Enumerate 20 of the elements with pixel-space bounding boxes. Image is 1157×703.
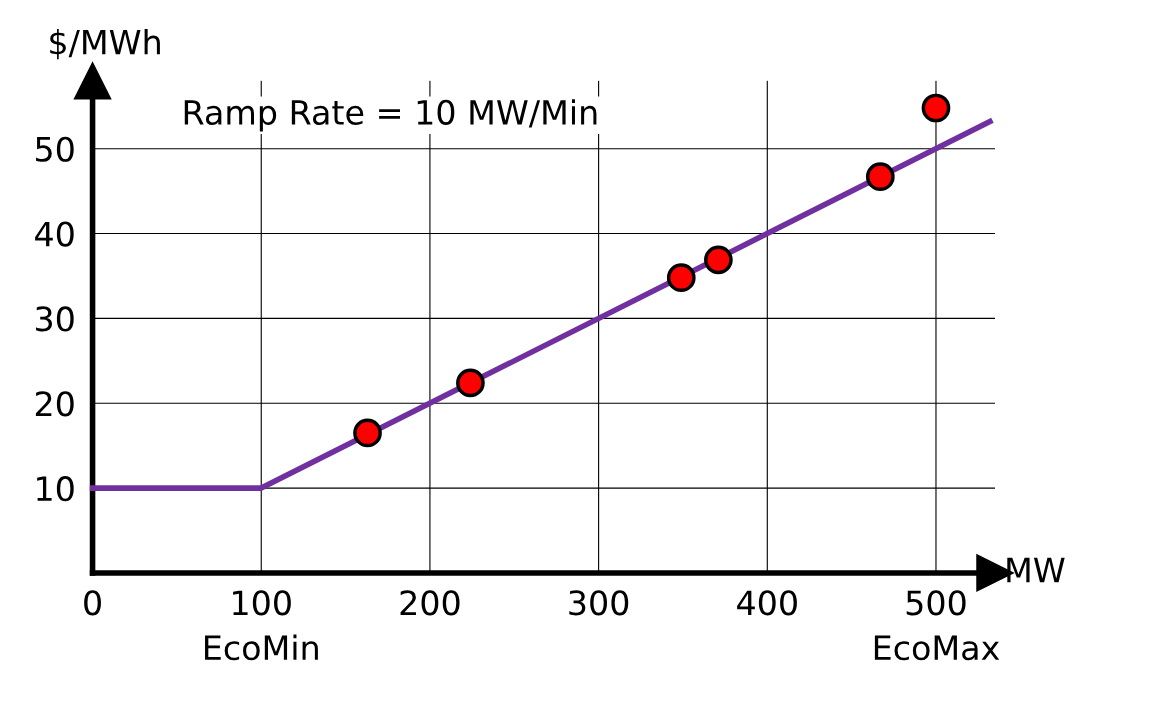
point: [353, 418, 382, 448]
point: [456, 368, 485, 398]
y-tick-label: 40: [35, 221, 74, 247]
x-tick-label: 0: [84, 590, 101, 616]
x-tick-label: 500 EcoMax: [874, 590, 1000, 661]
y-tick-label: 10: [37, 476, 74, 502]
x-tick-label: 100 EcoMin: [205, 590, 318, 661]
y-tick-label: 30: [36, 306, 74, 332]
y-axis-title: $/MWh: [50, 28, 160, 60]
point: [666, 263, 696, 293]
x-tick-label: 400: [737, 590, 797, 616]
y-tick-label: 50: [36, 136, 74, 162]
point: [704, 245, 733, 275]
x-tick-label: 300: [569, 590, 629, 616]
x-tick-label: 200: [400, 590, 460, 616]
x-axis-title: MW: [1007, 557, 1065, 583]
y-tick-label: 20: [35, 391, 74, 417]
point: [921, 93, 951, 123]
annotation: Ramp Rate = 10 MW/Min: [184, 99, 597, 132]
point: [865, 162, 895, 192]
